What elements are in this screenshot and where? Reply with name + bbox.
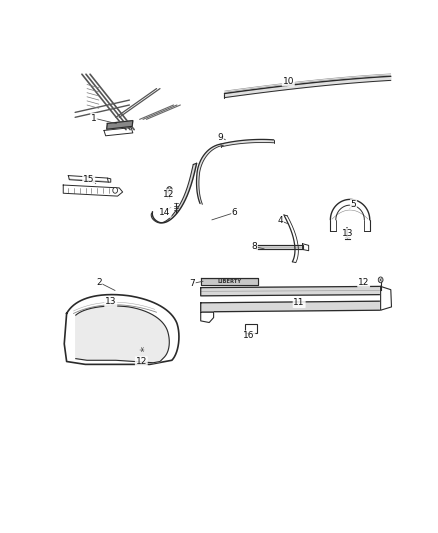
Polygon shape bbox=[330, 199, 370, 231]
Text: 12: 12 bbox=[358, 278, 369, 287]
Text: 8: 8 bbox=[251, 242, 257, 251]
Polygon shape bbox=[197, 144, 223, 204]
Polygon shape bbox=[64, 295, 179, 365]
Text: 16: 16 bbox=[243, 331, 254, 340]
Polygon shape bbox=[68, 175, 108, 182]
Text: 13: 13 bbox=[105, 297, 117, 306]
Polygon shape bbox=[221, 140, 274, 147]
Circle shape bbox=[113, 188, 117, 193]
Text: 12: 12 bbox=[163, 190, 174, 199]
Polygon shape bbox=[107, 120, 133, 129]
Polygon shape bbox=[201, 286, 387, 296]
Polygon shape bbox=[201, 312, 214, 322]
Text: LIBERTY: LIBERTY bbox=[218, 279, 242, 284]
Text: 5: 5 bbox=[350, 200, 357, 209]
Polygon shape bbox=[381, 286, 392, 310]
Text: 9: 9 bbox=[218, 133, 223, 142]
Polygon shape bbox=[284, 215, 298, 263]
Text: 6: 6 bbox=[232, 208, 237, 217]
Circle shape bbox=[378, 277, 383, 282]
Polygon shape bbox=[256, 245, 303, 249]
Text: 7: 7 bbox=[189, 279, 195, 288]
Polygon shape bbox=[201, 278, 258, 285]
Polygon shape bbox=[151, 163, 197, 223]
Text: 1: 1 bbox=[91, 114, 97, 123]
Text: 15: 15 bbox=[83, 175, 95, 184]
Text: 13: 13 bbox=[342, 229, 353, 238]
Polygon shape bbox=[63, 185, 123, 196]
Bar bbox=[245, 324, 257, 333]
Polygon shape bbox=[303, 244, 309, 251]
Text: 10: 10 bbox=[283, 77, 294, 86]
Circle shape bbox=[140, 347, 145, 352]
Text: 14: 14 bbox=[159, 208, 171, 217]
Polygon shape bbox=[224, 76, 391, 98]
Text: 12: 12 bbox=[136, 357, 147, 366]
Polygon shape bbox=[76, 306, 170, 363]
Text: 2: 2 bbox=[96, 278, 102, 287]
Text: 4: 4 bbox=[278, 216, 283, 225]
Circle shape bbox=[167, 187, 172, 193]
Polygon shape bbox=[201, 301, 387, 312]
Text: 11: 11 bbox=[293, 298, 305, 308]
